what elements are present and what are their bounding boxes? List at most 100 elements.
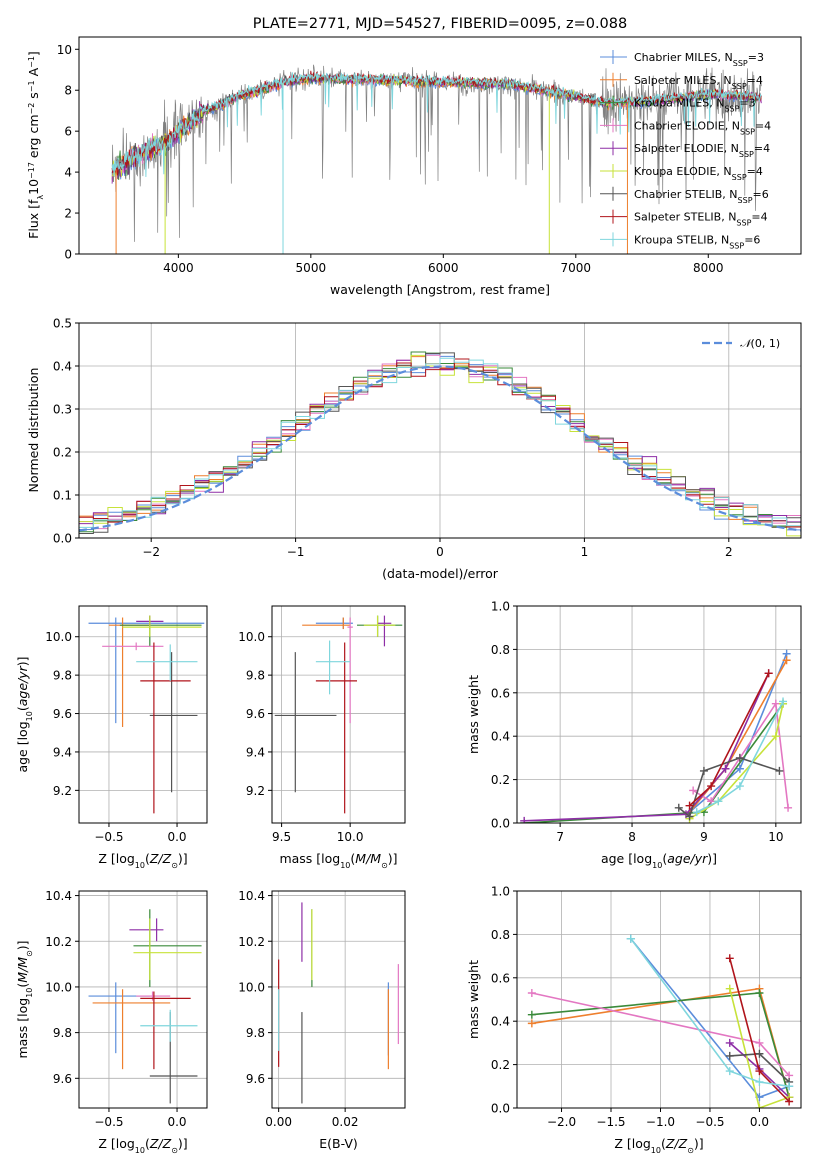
spectrum-legend-label-part: =6 xyxy=(744,233,760,246)
weight-vs-Z-axes-xlabel-part: Z [log xyxy=(614,1136,650,1151)
mass-vs-Z-axes-xlabel-part: )] xyxy=(178,1136,188,1151)
spectrum-ylabel-part: λ xyxy=(36,195,45,200)
age-vs-Z-axes-frame xyxy=(78,605,208,824)
weight-vs-Z-axes: −2.0 −1.5 −1.0 −0.5 0.0 0.0 0.2 0.4 0.6 0.8 1.0 Z [… xyxy=(466,885,802,1155)
weight-vs-age-axes-point-marker xyxy=(707,797,716,806)
weight-vs-Z-axes-point-marker xyxy=(725,1038,734,1047)
weight-vs-Z-axes-ytick-label: 0.2 xyxy=(491,1058,510,1072)
weight-vs-age-axes-xlabel-part: age [log xyxy=(601,851,652,866)
mass-vs-ebv-axes-xtick-label: 0.02 xyxy=(332,1115,359,1129)
weight-vs-Z-axes-xlabel-part: ( xyxy=(661,1136,666,1151)
spectrum-ylabel-part: erg cm xyxy=(26,115,41,163)
weight-vs-Z-axes-point-marker xyxy=(725,954,734,963)
mass-vs-Z-axes-ytick-label: 9.6 xyxy=(53,1072,72,1086)
spectrum-legend-label-part: Chabrier MILES, N xyxy=(634,51,733,64)
residual-axes-xtick-label: −2 xyxy=(142,545,160,559)
mass-vs-Z-axes-xlabel-part: ⊙ xyxy=(171,1146,178,1155)
weight-vs-age-axes-xtick-label: 8 xyxy=(628,830,636,844)
age-vs-mass-axes-xlabel-part: 10 xyxy=(340,861,350,870)
weight-vs-age-axes-frame xyxy=(516,605,802,824)
mass-vs-Z-axes-ytick-label: 10.0 xyxy=(45,980,72,994)
weight-vs-age-axes-xlabel-part: ( xyxy=(662,851,667,866)
mass-vs-Z-axes-ytick-label: 9.8 xyxy=(53,1026,72,1040)
age-vs-Z-axes-ylabel-part: 10 xyxy=(25,711,34,721)
weight-vs-age-axes-point-marker xyxy=(735,782,744,791)
spectrum-legend-label: Chabrier STELIB, NSSP=6 xyxy=(634,188,769,205)
age-vs-Z-axes-ytick-label: 9.2 xyxy=(53,784,72,798)
spectrum-axes-ytick-label: 4 xyxy=(64,166,72,180)
spectrum-legend-label-part: Chabrier ELODIE, N xyxy=(634,119,740,132)
weight-vs-age-axes-point-marker xyxy=(782,656,791,665)
residual-axes-xtick-label: 1 xyxy=(581,545,589,559)
weight-vs-age-axes-xlabel-part: age/yr xyxy=(667,851,708,866)
mass-vs-Z-axes-plot-area xyxy=(88,909,202,1104)
residual-axes-plot-area xyxy=(79,351,801,537)
mass-vs-Z-axes-xlabel-part: ( xyxy=(145,1136,150,1151)
age-vs-mass-axes-xlabel-part: )] xyxy=(388,851,398,866)
weight-vs-age-axes-point-marker xyxy=(771,699,780,708)
mass-vs-Z-axes-ylabel-part: )] xyxy=(15,940,30,950)
age-vs-Z-axes: −0.5 0.09.29.49.69.810.0Z [log10(Z/Z⊙)]ag… xyxy=(15,605,208,870)
spectrum-ylabel-part: Flux [f xyxy=(26,199,41,239)
weight-vs-age-axes-ytick-label: 0.0 xyxy=(491,817,510,831)
weight-vs-age-axes-ytick-label: 0.2 xyxy=(491,773,510,787)
weight-vs-Z-axes-point-marker xyxy=(755,1067,764,1076)
weight-vs-age-axes-point-marker xyxy=(764,669,773,678)
residual-axes-xtick-label: −1 xyxy=(287,545,305,559)
weight-vs-Z-axes-ytick-label: 0.4 xyxy=(491,1015,510,1029)
residual-histogram-step xyxy=(79,358,801,528)
spectrum-legend-label-part: =4 xyxy=(754,142,770,155)
spectrum-legend-label-part: Kroupa STELIB, N xyxy=(634,233,729,246)
spectrum-legend-label: Salpeter ELODIE, NSSP=4 xyxy=(634,142,770,159)
spectrum-legend-label-part: =4 xyxy=(755,119,771,132)
spectrum-model-line xyxy=(111,70,762,176)
weight-vs-Z-axes-xtick-label: 0.0 xyxy=(750,1115,769,1129)
residual-axes-xtick-label: 0 xyxy=(436,545,444,559)
spectrum-legend-label-part: SSP xyxy=(729,241,744,250)
weight-vs-age-axes-point-marker xyxy=(735,753,744,762)
mass-vs-ebv-axes: 0.00 0.02 9.6 9.8 10.0 10.2 10.4 E(B-V) xyxy=(238,889,406,1151)
residual-legend-label-part: 𝒩 xyxy=(740,337,754,350)
residual-legend-label: 𝒩(0, 1) xyxy=(740,337,780,350)
weight-vs-Z-axes-point-marker xyxy=(725,984,734,993)
age-vs-mass-axes-xtick-label: 9.5 xyxy=(272,830,291,844)
weight-vs-Z-axes-ytick-label: 0.0 xyxy=(491,1102,510,1116)
weight-vs-Z-axes-xlabel-part: )] xyxy=(694,1136,704,1151)
residual-axes: −2 −1 0 1 2 0.0 0.1 0.2 0.3 0.4 0.5 (data-model)/er… xyxy=(26,317,802,581)
age-vs-Z-axes-ytick-label: 9.6 xyxy=(53,707,72,721)
mass-vs-Z-axes-ylabel-part: M/M xyxy=(15,957,30,983)
age-vs-mass-axes-ytick-label: 9.2 xyxy=(246,784,265,798)
weight-vs-Z-axes-plot-area xyxy=(527,934,794,1108)
weight-vs-Z-axes-xtick-label: −1.5 xyxy=(596,1115,625,1129)
age-vs-Z-axes-ytick-label: 10.0 xyxy=(45,630,72,644)
spectrum-legend-label: Chabrier MILES, NSSP=3 xyxy=(634,51,764,68)
weight-vs-Z-axes-ytick-label: 0.6 xyxy=(491,971,510,985)
age-vs-mass-axes-ytick-label: 9.4 xyxy=(246,745,265,759)
weight-vs-age-axes-point-marker xyxy=(735,764,744,773)
residual-axes-ytick-label: 0.2 xyxy=(53,446,72,460)
spectrum-legend-label: Kroupa ELODIE, NSSP=4 xyxy=(634,165,763,182)
weight-vs-age-axes-point-marker xyxy=(714,797,723,806)
spectrum-axes-xtick-label: 4000 xyxy=(163,261,194,275)
mass-vs-Z-axes-xlabel: Z [log10(Z/Z⊙)] xyxy=(98,1136,187,1155)
residual-histogram-step xyxy=(79,357,801,528)
spectrum-axes-ytick-label: 6 xyxy=(64,125,72,139)
weight-vs-age-axes-point-marker xyxy=(779,697,788,706)
mass-vs-ebv-axes-xtick-label: 0.00 xyxy=(265,1115,292,1129)
spectrum-ylabel-part: A xyxy=(26,67,41,80)
spectrum-xlabel: wavelength [Angstrom, rest frame] xyxy=(330,282,550,297)
age-vs-mass-axes-ytick-label: 10.0 xyxy=(238,630,265,644)
weight-vs-Z-axes-xtick-label: −1.0 xyxy=(646,1115,675,1129)
age-vs-Z-axes-xlabel-part: )] xyxy=(178,851,188,866)
mass-vs-ebv-axes-frame xyxy=(271,890,406,1109)
weight-vs-age-axes-xlabel: age [log10(age/yr)] xyxy=(601,851,717,870)
age-vs-mass-axes-frame xyxy=(271,605,406,824)
spectrum-legend-label: Salpeter MILES, NSSP=4 xyxy=(634,74,763,91)
spectrum-legend-label-part: SSP xyxy=(738,195,753,204)
spectrum-axes-plot-area xyxy=(111,64,762,254)
age-vs-Z-axes-xlabel-part: ⊙ xyxy=(171,861,178,870)
weight-vs-Z-axes-point-marker xyxy=(725,1067,734,1076)
spectrum-axes-ytick-label: 8 xyxy=(64,84,72,98)
age-vs-Z-axes-xtick-label: 0.0 xyxy=(167,830,186,844)
spectrum-axes-xtick-label: 7000 xyxy=(561,261,592,275)
